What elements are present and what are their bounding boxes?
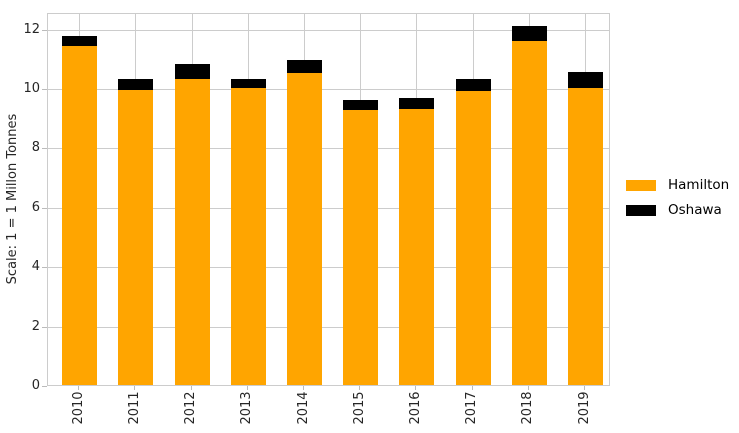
y-tick-mark <box>42 89 47 91</box>
legend-item-oshawa: Oshawa <box>626 202 729 218</box>
y-gridline <box>48 207 609 209</box>
y-gridline <box>48 148 609 150</box>
y-tick-label: 2 <box>31 318 40 334</box>
legend-label: Oshawa <box>668 202 722 218</box>
x-tick-label: 2018 <box>520 391 536 425</box>
legend-swatch-hamilton <box>626 179 656 191</box>
chart-legend: Hamilton Oshawa <box>626 177 729 227</box>
x-tick-mark <box>415 386 417 390</box>
bar-segment-oshawa-2019 <box>568 71 603 89</box>
y-tick-label: 8 <box>31 140 40 156</box>
y-tick-label: 4 <box>31 259 40 275</box>
bar-segment-oshawa-2015 <box>343 99 379 111</box>
x-tick-label: 2016 <box>407 391 423 425</box>
x-tick-label: 2013 <box>239 391 255 425</box>
plot-area <box>47 13 610 386</box>
x-tick-label: 2015 <box>351 391 367 425</box>
x-tick-mark <box>527 386 529 390</box>
y-tick-label: 10 <box>23 81 40 97</box>
y-tick-mark <box>42 386 47 387</box>
legend-item-hamilton: Hamilton <box>626 177 729 193</box>
legend-label: Hamilton <box>668 177 730 193</box>
x-tick-mark <box>471 386 473 390</box>
y-gridline <box>48 267 609 269</box>
bar-segment-hamilton-2011 <box>118 89 154 385</box>
x-tick-mark <box>246 386 248 390</box>
x-tick-mark <box>78 386 80 390</box>
y-tick-mark <box>42 29 47 31</box>
bar-segment-hamilton-2019 <box>568 88 603 385</box>
y-tick-label: 12 <box>23 21 40 37</box>
x-tick-mark <box>303 386 304 390</box>
x-tick-mark <box>134 386 136 390</box>
bar-segment-hamilton-2018 <box>511 40 547 385</box>
y-gridline <box>48 29 609 31</box>
bar-segment-oshawa-2018 <box>511 25 547 41</box>
bar-segment-oshawa-2017 <box>455 79 491 91</box>
bar-segment-oshawa-2012 <box>174 64 210 80</box>
bar-segment-oshawa-2014 <box>287 59 322 74</box>
legend-swatch-oshawa <box>626 204 656 216</box>
x-tick-label: 2011 <box>126 391 142 425</box>
bar-segment-oshawa-2016 <box>399 98 435 109</box>
x-tick-mark <box>584 386 585 390</box>
y-gridline <box>48 326 609 328</box>
y-tick-mark <box>42 148 47 150</box>
x-tick-label: 2014 <box>295 391 311 425</box>
x-tick-label: 2012 <box>183 391 199 425</box>
bar-segment-hamilton-2015 <box>343 110 379 385</box>
bar-segment-oshawa-2011 <box>118 79 154 90</box>
bar-segment-hamilton-2010 <box>62 46 98 385</box>
x-tick-label: 2019 <box>576 391 592 425</box>
x-tick-mark <box>190 386 192 390</box>
x-tick-label: 2017 <box>464 391 480 425</box>
bar-segment-hamilton-2016 <box>399 108 435 385</box>
y-gridline <box>48 89 609 91</box>
bar-segment-hamilton-2013 <box>230 88 266 385</box>
bar-segment-oshawa-2013 <box>230 79 266 89</box>
x-tick-label: 2010 <box>70 391 86 425</box>
y-tick-mark <box>42 207 47 209</box>
y-tick-label: 6 <box>31 199 40 215</box>
y-tick-mark <box>42 267 47 269</box>
x-tick-mark <box>359 386 361 390</box>
y-tick-label: 0 <box>31 378 40 393</box>
y-tick-mark <box>42 326 47 328</box>
bar-segment-oshawa-2010 <box>62 36 98 47</box>
bar-segment-hamilton-2014 <box>287 73 322 385</box>
bar-segment-hamilton-2017 <box>455 91 491 385</box>
bar-segment-hamilton-2012 <box>174 79 210 385</box>
